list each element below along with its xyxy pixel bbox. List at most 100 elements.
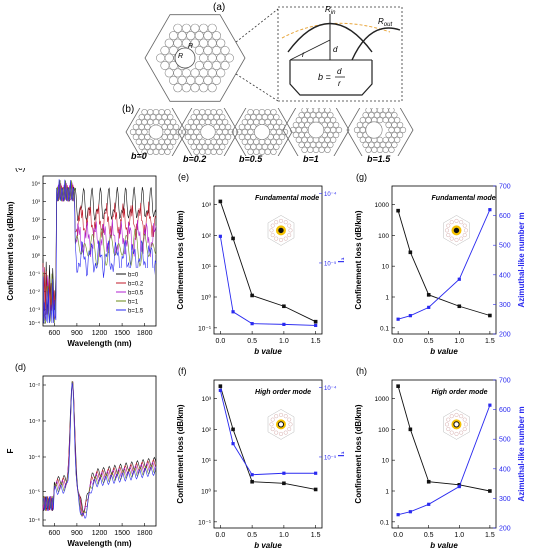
- capillary: [199, 53, 209, 63]
- capillary: [333, 121, 340, 129]
- inset-capillary: [462, 233, 467, 238]
- x-tick-label: 0.5: [247, 338, 257, 345]
- capillary: [210, 138, 217, 146]
- capillary: [374, 112, 381, 119]
- capillary: [244, 114, 251, 121]
- loss-point: [488, 313, 492, 318]
- capillary: [225, 133, 232, 141]
- y2-tick-label: 10⁻⁵: [324, 454, 337, 461]
- capillary: [310, 141, 317, 149]
- capillary: [150, 114, 157, 121]
- capillary: [199, 138, 206, 146]
- x-tick-label: 1.5: [311, 338, 321, 345]
- capillary: [391, 141, 398, 149]
- capillary: [194, 60, 204, 70]
- capillary: [388, 136, 395, 144]
- y-tick-label: 1000: [375, 396, 390, 403]
- inset-capillary: [449, 236, 454, 241]
- loss-point: [408, 427, 413, 432]
- inset-capillary: [454, 412, 459, 417]
- capillary: [219, 114, 226, 121]
- capillary: [187, 128, 194, 136]
- y-axis-label: Confinement loss (dB/km): [176, 210, 185, 309]
- y-tick-label: 10³: [202, 396, 212, 403]
- capillary: [330, 117, 337, 124]
- loss-point: [457, 483, 462, 487]
- capillary: [365, 136, 372, 144]
- inset-capillary: [279, 412, 284, 417]
- hollow-core: [254, 124, 270, 140]
- capillary: [141, 108, 148, 116]
- capillary: [304, 141, 311, 149]
- capillary: [173, 68, 183, 78]
- y-axis-label: Confinement loss (dB/km): [176, 404, 185, 503]
- capillary: [258, 119, 266, 126]
- capillary: [207, 38, 217, 48]
- x-tick-label: 0.5: [424, 338, 434, 345]
- capillary: [203, 60, 213, 70]
- inset-capillary: [464, 228, 469, 233]
- capillary: [169, 31, 179, 41]
- x-axis-label: b value: [254, 347, 282, 356]
- loss-point: [426, 293, 431, 297]
- right-point: [457, 277, 461, 281]
- neighbour-capillary-arc: [351, 27, 401, 61]
- y2-tick-label: 200: [499, 332, 511, 339]
- loss-point: [250, 293, 254, 298]
- loss-point: [396, 384, 400, 388]
- capillary: [301, 136, 308, 144]
- inset-capillary: [270, 233, 275, 238]
- capillary: [144, 123, 151, 131]
- y-tick-label: 10⁰: [201, 294, 211, 302]
- capillary: [190, 114, 197, 121]
- capillary: [212, 31, 222, 41]
- capillary: [207, 114, 214, 121]
- inset-capillary: [454, 218, 459, 223]
- loss-point: [231, 427, 235, 432]
- right-point: [218, 234, 222, 238]
- right-point: [488, 208, 492, 212]
- capillary: [147, 148, 154, 156]
- hollow-core: [174, 47, 196, 69]
- sym-d: d: [333, 45, 338, 54]
- capillary: [187, 138, 194, 146]
- right-point: [427, 305, 431, 309]
- capillary: [216, 38, 226, 48]
- y-tick-label: 10⁻³: [29, 308, 40, 314]
- y2-axis-label: I₁: [337, 257, 346, 263]
- capillary: [138, 114, 145, 121]
- variant-label-4: b=1: [303, 154, 319, 164]
- inset-capillary: [283, 236, 288, 241]
- x-tick-label: 1.0: [279, 532, 289, 539]
- inset-capillary: [288, 422, 293, 427]
- inset-capillary: [279, 237, 284, 242]
- fiber-outline: [282, 108, 350, 156]
- capillary: [204, 138, 212, 146]
- capillary: [216, 68, 226, 78]
- y2-tick-label: 200: [499, 526, 511, 533]
- capillary: [362, 141, 369, 149]
- mode-profile-inset: [267, 215, 295, 246]
- loss-point: [313, 319, 318, 324]
- capillary: [258, 108, 266, 116]
- loss-point: [250, 479, 254, 484]
- capillary: [194, 75, 204, 85]
- capillary: [247, 138, 254, 146]
- y2-tick-label: 300: [499, 496, 511, 503]
- y-axis-label: F: [6, 448, 15, 453]
- capillary: [330, 136, 337, 144]
- capillary: [167, 143, 174, 151]
- panel-label: (h): [356, 366, 367, 376]
- x-tick-label: 600: [48, 330, 60, 337]
- capillary: [152, 138, 160, 146]
- capillary: [324, 126, 331, 134]
- capillary: [203, 45, 213, 55]
- variant-label-5: b=1.5: [367, 154, 391, 164]
- loss-point: [282, 304, 286, 309]
- capillary: [310, 112, 317, 119]
- y-tick-label: 10⁻³: [29, 419, 40, 425]
- capillary: [307, 146, 314, 154]
- legend-entry: b=0.5: [128, 291, 144, 297]
- capillary: [196, 114, 203, 121]
- capillary: [173, 83, 183, 93]
